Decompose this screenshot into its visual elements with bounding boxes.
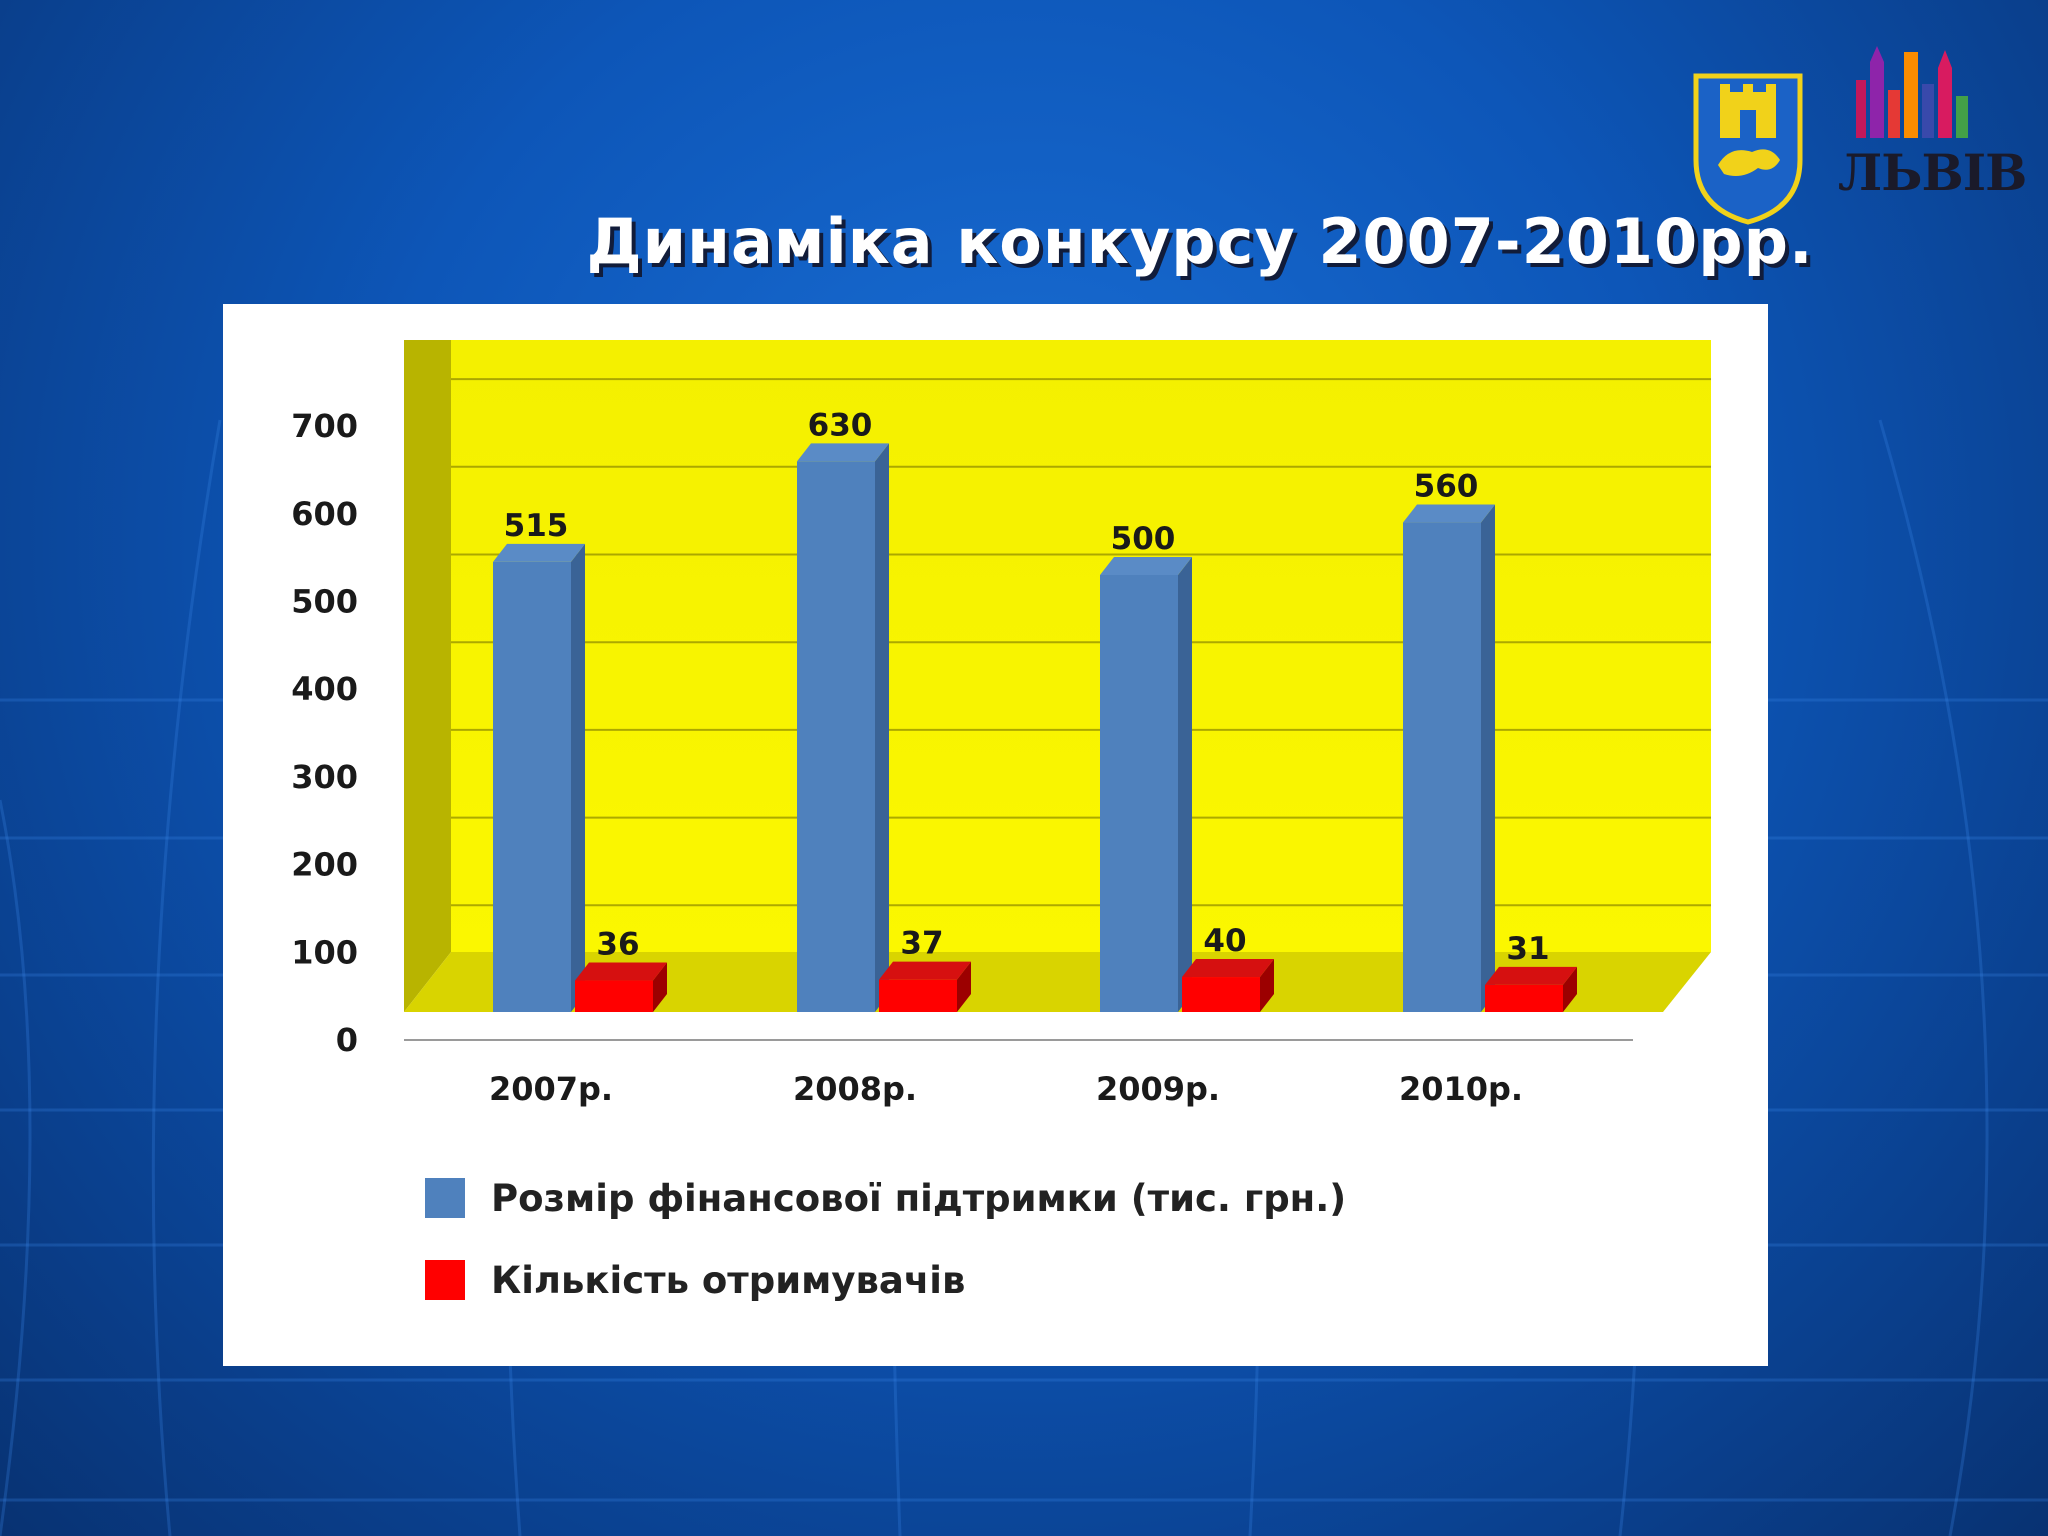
y-tick-label: 500 <box>291 583 358 621</box>
bar-top <box>1182 959 1274 978</box>
y-tick-label: 300 <box>291 758 358 796</box>
y-tick-label: 200 <box>291 846 358 884</box>
bar <box>1100 575 1178 1012</box>
bar <box>1403 522 1481 1012</box>
floor <box>404 952 1711 1012</box>
y-tick-label: 100 <box>291 933 358 971</box>
bar-side <box>653 962 667 1012</box>
y-axis-ticks: 0 100 200 300 400 500 600 700 <box>291 407 358 1059</box>
bar-side <box>875 443 889 1012</box>
bar-side <box>1481 504 1495 1012</box>
lviv-city-logo <box>1856 46 1968 138</box>
bar-side <box>957 961 971 1012</box>
bar-side <box>1563 966 1577 1012</box>
bar-top <box>575 962 667 981</box>
bar-top <box>493 543 585 562</box>
legend-swatch <box>425 1260 465 1300</box>
legend-swatch <box>425 1178 465 1218</box>
data-label: 40 <box>1203 923 1246 959</box>
data-labels: 515 630 500 560 36 37 40 31 <box>504 407 1550 967</box>
legend: Розмір фінансової підтримки (тис. грн.) К… <box>425 1177 1346 1302</box>
bar-top <box>1403 504 1495 523</box>
data-label: 36 <box>596 927 639 963</box>
y-tick-label: 400 <box>291 670 358 708</box>
legend-label: Розмір фінансової підтримки (тис. грн.) <box>491 1177 1346 1220</box>
bar-top <box>1485 966 1577 985</box>
bar <box>1485 984 1563 1012</box>
x-tick-label: 2007р. <box>489 1070 613 1108</box>
bar <box>879 979 957 1012</box>
bar-top <box>797 443 889 462</box>
x-axis-ticks: 2007р. 2008р. 2009р. 2010р. <box>489 1070 1523 1108</box>
data-label: 37 <box>900 926 943 962</box>
bar <box>1182 977 1260 1012</box>
logos <box>1693 46 1968 225</box>
data-label: 31 <box>1506 931 1549 967</box>
x-tick-label: 2009р. <box>1096 1070 1220 1108</box>
bar <box>797 461 875 1012</box>
lviv-coat-of-arms <box>1693 73 1803 225</box>
side-wall <box>404 340 451 1012</box>
slide-title: Динаміка конкурсу 2007-2010рр. <box>586 205 1814 278</box>
data-label: 630 <box>808 407 873 443</box>
data-label: 500 <box>1111 521 1176 557</box>
plot-area: 515 630 500 560 36 37 40 31 <box>404 340 1711 1041</box>
back-wall <box>451 340 1711 952</box>
y-tick-label: 600 <box>291 495 358 533</box>
bar-side <box>1178 557 1192 1012</box>
bar-side <box>571 543 585 1012</box>
bar-side <box>1260 959 1274 1012</box>
chart-panel: 515 630 500 560 36 37 40 31 0 100 200 300 400 500 600… <box>223 304 1768 1366</box>
x-tick-label: 2010р. <box>1399 1070 1523 1108</box>
bars <box>493 443 1577 1012</box>
legend-label: Кількість отримувачів <box>491 1259 965 1302</box>
data-label: 515 <box>504 508 569 544</box>
gridlines <box>451 378 1711 907</box>
x-tick-label: 2008р. <box>793 1070 917 1108</box>
y-tick-label: 0 <box>336 1021 358 1059</box>
lviv-logo-text: ЛЬВІВ <box>1838 143 2027 202</box>
bar-top <box>879 961 971 980</box>
bar <box>493 561 571 1012</box>
data-label: 560 <box>1414 469 1479 505</box>
bar-chart: 515 630 500 560 36 37 40 31 0 100 200 300 400 500 600… <box>291 340 1711 1302</box>
bar-top <box>1100 557 1192 575</box>
y-tick-label: 700 <box>291 407 358 445</box>
bar <box>575 980 653 1012</box>
